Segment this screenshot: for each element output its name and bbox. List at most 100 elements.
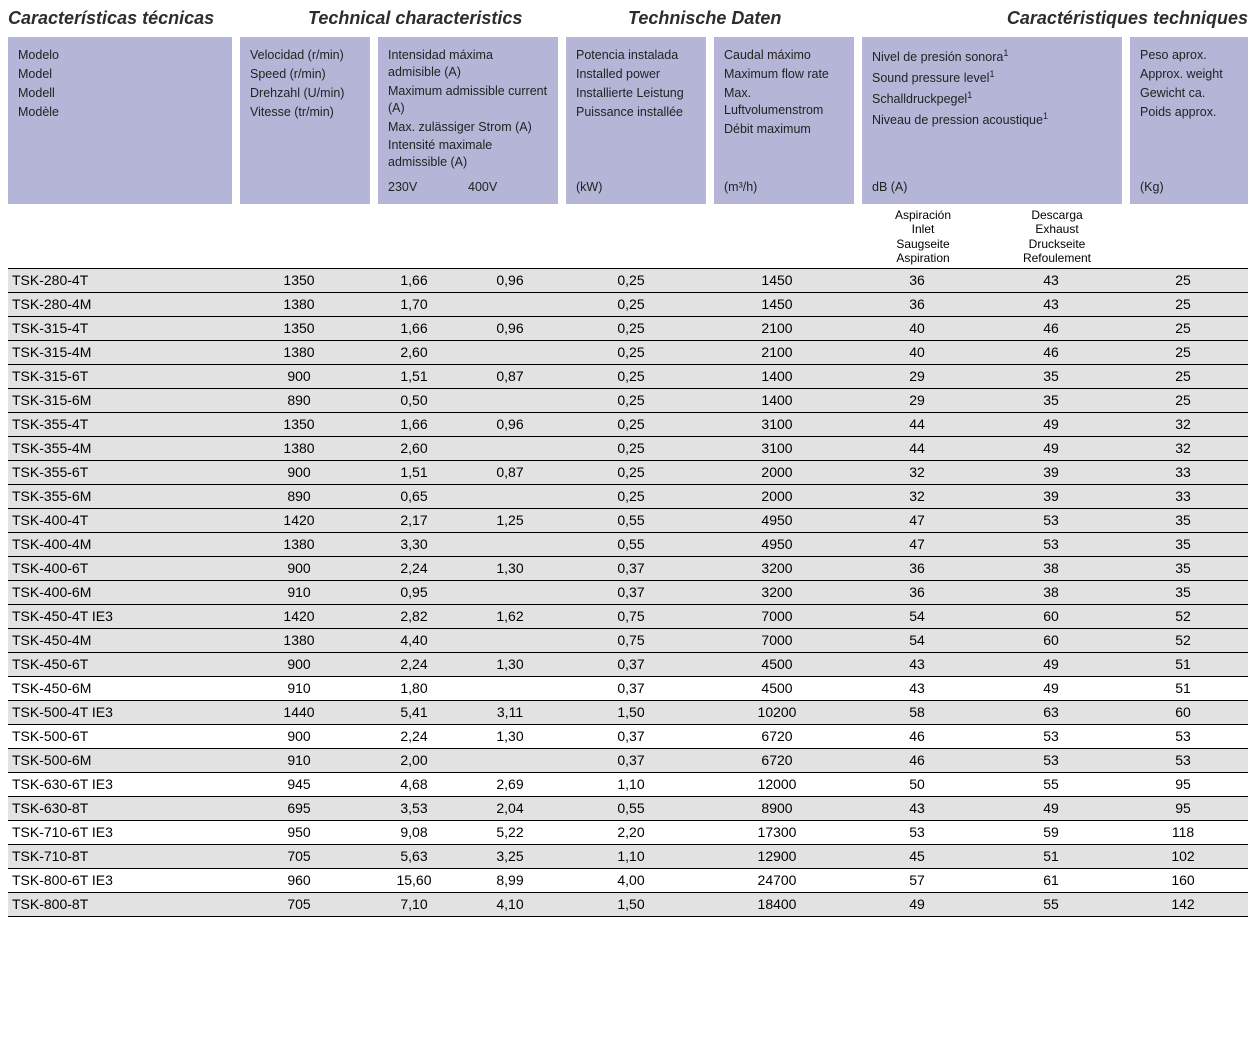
cell-power: 0,25 bbox=[558, 292, 704, 316]
cell-power: 0,25 bbox=[558, 316, 704, 340]
header-weight-en: Approx. weight bbox=[1140, 66, 1238, 83]
table-row: TSK-400-4T14202,171,250,554950475335 bbox=[8, 508, 1248, 532]
cell-amps-230v: 1,66 bbox=[366, 268, 462, 292]
cell-amps-400v: 3,25 bbox=[462, 844, 558, 868]
cell-flow: 8900 bbox=[704, 796, 850, 820]
cell-weight: 25 bbox=[1118, 268, 1248, 292]
sub-inlet: Aspiración Inlet Saugseite Aspiration bbox=[856, 208, 990, 266]
cell-power: 0,55 bbox=[558, 508, 704, 532]
header-power-en: Installed power bbox=[576, 66, 696, 83]
cell-power: 0,75 bbox=[558, 604, 704, 628]
cell-weight: 60 bbox=[1118, 700, 1248, 724]
title-fr: Caractéristiques techniques bbox=[928, 8, 1248, 29]
cell-speed: 1380 bbox=[232, 340, 366, 364]
cell-speed: 705 bbox=[232, 844, 366, 868]
cell-weight: 160 bbox=[1118, 868, 1248, 892]
cell-sound-outlet: 53 bbox=[984, 508, 1118, 532]
cell-weight: 51 bbox=[1118, 676, 1248, 700]
cell-amps-230v: 1,51 bbox=[366, 364, 462, 388]
cell-sound-inlet: 40 bbox=[850, 316, 984, 340]
cell-sound-inlet: 46 bbox=[850, 724, 984, 748]
cell-power: 0,25 bbox=[558, 268, 704, 292]
cell-weight: 35 bbox=[1118, 580, 1248, 604]
cell-sound-inlet: 54 bbox=[850, 604, 984, 628]
cell-speed: 900 bbox=[232, 460, 366, 484]
cell-model: TSK-315-4T bbox=[8, 316, 232, 340]
header-current-fr: Intensité maximale admissible (A) bbox=[388, 137, 548, 171]
cell-flow: 1400 bbox=[704, 364, 850, 388]
cell-amps-400v: 0,96 bbox=[462, 412, 558, 436]
cell-flow: 17300 bbox=[704, 820, 850, 844]
table-row: TSK-710-8T7055,633,251,10129004551102 bbox=[8, 844, 1248, 868]
header-flow-de: Max. Luftvolumenstrom bbox=[724, 85, 844, 119]
cell-weight: 95 bbox=[1118, 772, 1248, 796]
cell-speed: 1380 bbox=[232, 292, 366, 316]
header-weight-unit: (Kg) bbox=[1140, 179, 1238, 196]
header-sound-fr: Niveau de pression acoustique1 bbox=[872, 110, 1112, 129]
cell-weight: 33 bbox=[1118, 460, 1248, 484]
cell-amps-400v bbox=[462, 748, 558, 772]
cell-power: 0,37 bbox=[558, 580, 704, 604]
cell-amps-400v: 1,25 bbox=[462, 508, 558, 532]
header-speed-es: Velocidad (r/min) bbox=[250, 47, 360, 64]
cell-amps-230v: 2,24 bbox=[366, 652, 462, 676]
cell-amps-400v: 0,96 bbox=[462, 316, 558, 340]
cell-amps-230v: 1,51 bbox=[366, 460, 462, 484]
cell-amps-230v: 3,53 bbox=[366, 796, 462, 820]
table-row: TSK-315-4T13501,660,960,252100404625 bbox=[8, 316, 1248, 340]
cell-amps-230v: 4,68 bbox=[366, 772, 462, 796]
cell-speed: 1440 bbox=[232, 700, 366, 724]
cell-weight: 25 bbox=[1118, 316, 1248, 340]
table-row: TSK-800-8T7057,104,101,50184004955142 bbox=[8, 892, 1248, 916]
cell-flow: 3200 bbox=[704, 580, 850, 604]
cell-sound-inlet: 43 bbox=[850, 676, 984, 700]
table-row: TSK-630-6T IE39454,682,691,1012000505595 bbox=[8, 772, 1248, 796]
header-model-fr: Modèle bbox=[18, 104, 222, 121]
table-row: TSK-450-4T IE314202,821,620,757000546052 bbox=[8, 604, 1248, 628]
header-power: Potencia instalada Installed power Insta… bbox=[566, 37, 706, 204]
cell-weight: 35 bbox=[1118, 508, 1248, 532]
cell-power: 0,25 bbox=[558, 412, 704, 436]
cell-weight: 53 bbox=[1118, 724, 1248, 748]
cell-power: 0,25 bbox=[558, 388, 704, 412]
header-sound-de: Schalldruckpegel1 bbox=[872, 89, 1112, 108]
cell-power: 1,50 bbox=[558, 892, 704, 916]
cell-power: 1,10 bbox=[558, 844, 704, 868]
title-de: Technische Daten bbox=[628, 8, 928, 29]
cell-model: TSK-280-4M bbox=[8, 292, 232, 316]
cell-sound-inlet: 53 bbox=[850, 820, 984, 844]
cell-amps-400v bbox=[462, 532, 558, 556]
header-current-400v: 400V bbox=[468, 179, 548, 196]
cell-flow: 6720 bbox=[704, 748, 850, 772]
cell-amps-400v: 1,30 bbox=[462, 652, 558, 676]
cell-amps-230v: 2,24 bbox=[366, 556, 462, 580]
header-current-de: Max. zulässiger Strom (A) bbox=[388, 119, 548, 136]
sound-sub-headers: Aspiración Inlet Saugseite Aspiration De… bbox=[8, 208, 1248, 266]
cell-model: TSK-800-6T IE3 bbox=[8, 868, 232, 892]
cell-amps-230v: 2,00 bbox=[366, 748, 462, 772]
cell-weight: 35 bbox=[1118, 532, 1248, 556]
table-row: TSK-400-4M13803,300,554950475335 bbox=[8, 532, 1248, 556]
cell-sound-inlet: 58 bbox=[850, 700, 984, 724]
cell-weight: 25 bbox=[1118, 364, 1248, 388]
cell-weight: 25 bbox=[1118, 388, 1248, 412]
cell-power: 0,55 bbox=[558, 796, 704, 820]
cell-sound-outlet: 46 bbox=[984, 340, 1118, 364]
header-speed-fr: Vitesse (tr/min) bbox=[250, 104, 360, 121]
header-model-en: Model bbox=[18, 66, 222, 83]
cell-power: 0,37 bbox=[558, 676, 704, 700]
cell-sound-inlet: 36 bbox=[850, 556, 984, 580]
cell-model: TSK-315-4M bbox=[8, 340, 232, 364]
cell-speed: 910 bbox=[232, 748, 366, 772]
cell-sound-outlet: 46 bbox=[984, 316, 1118, 340]
cell-amps-400v bbox=[462, 292, 558, 316]
cell-flow: 7000 bbox=[704, 604, 850, 628]
cell-speed: 900 bbox=[232, 652, 366, 676]
cell-sound-inlet: 32 bbox=[850, 460, 984, 484]
cell-flow: 10200 bbox=[704, 700, 850, 724]
table-row: TSK-710-6T IE39509,085,222,2017300535911… bbox=[8, 820, 1248, 844]
table-row: TSK-280-4T13501,660,960,251450364325 bbox=[8, 268, 1248, 292]
table-row: TSK-315-6M8900,500,251400293525 bbox=[8, 388, 1248, 412]
header-current-230v: 230V bbox=[388, 179, 468, 196]
cell-flow: 6720 bbox=[704, 724, 850, 748]
